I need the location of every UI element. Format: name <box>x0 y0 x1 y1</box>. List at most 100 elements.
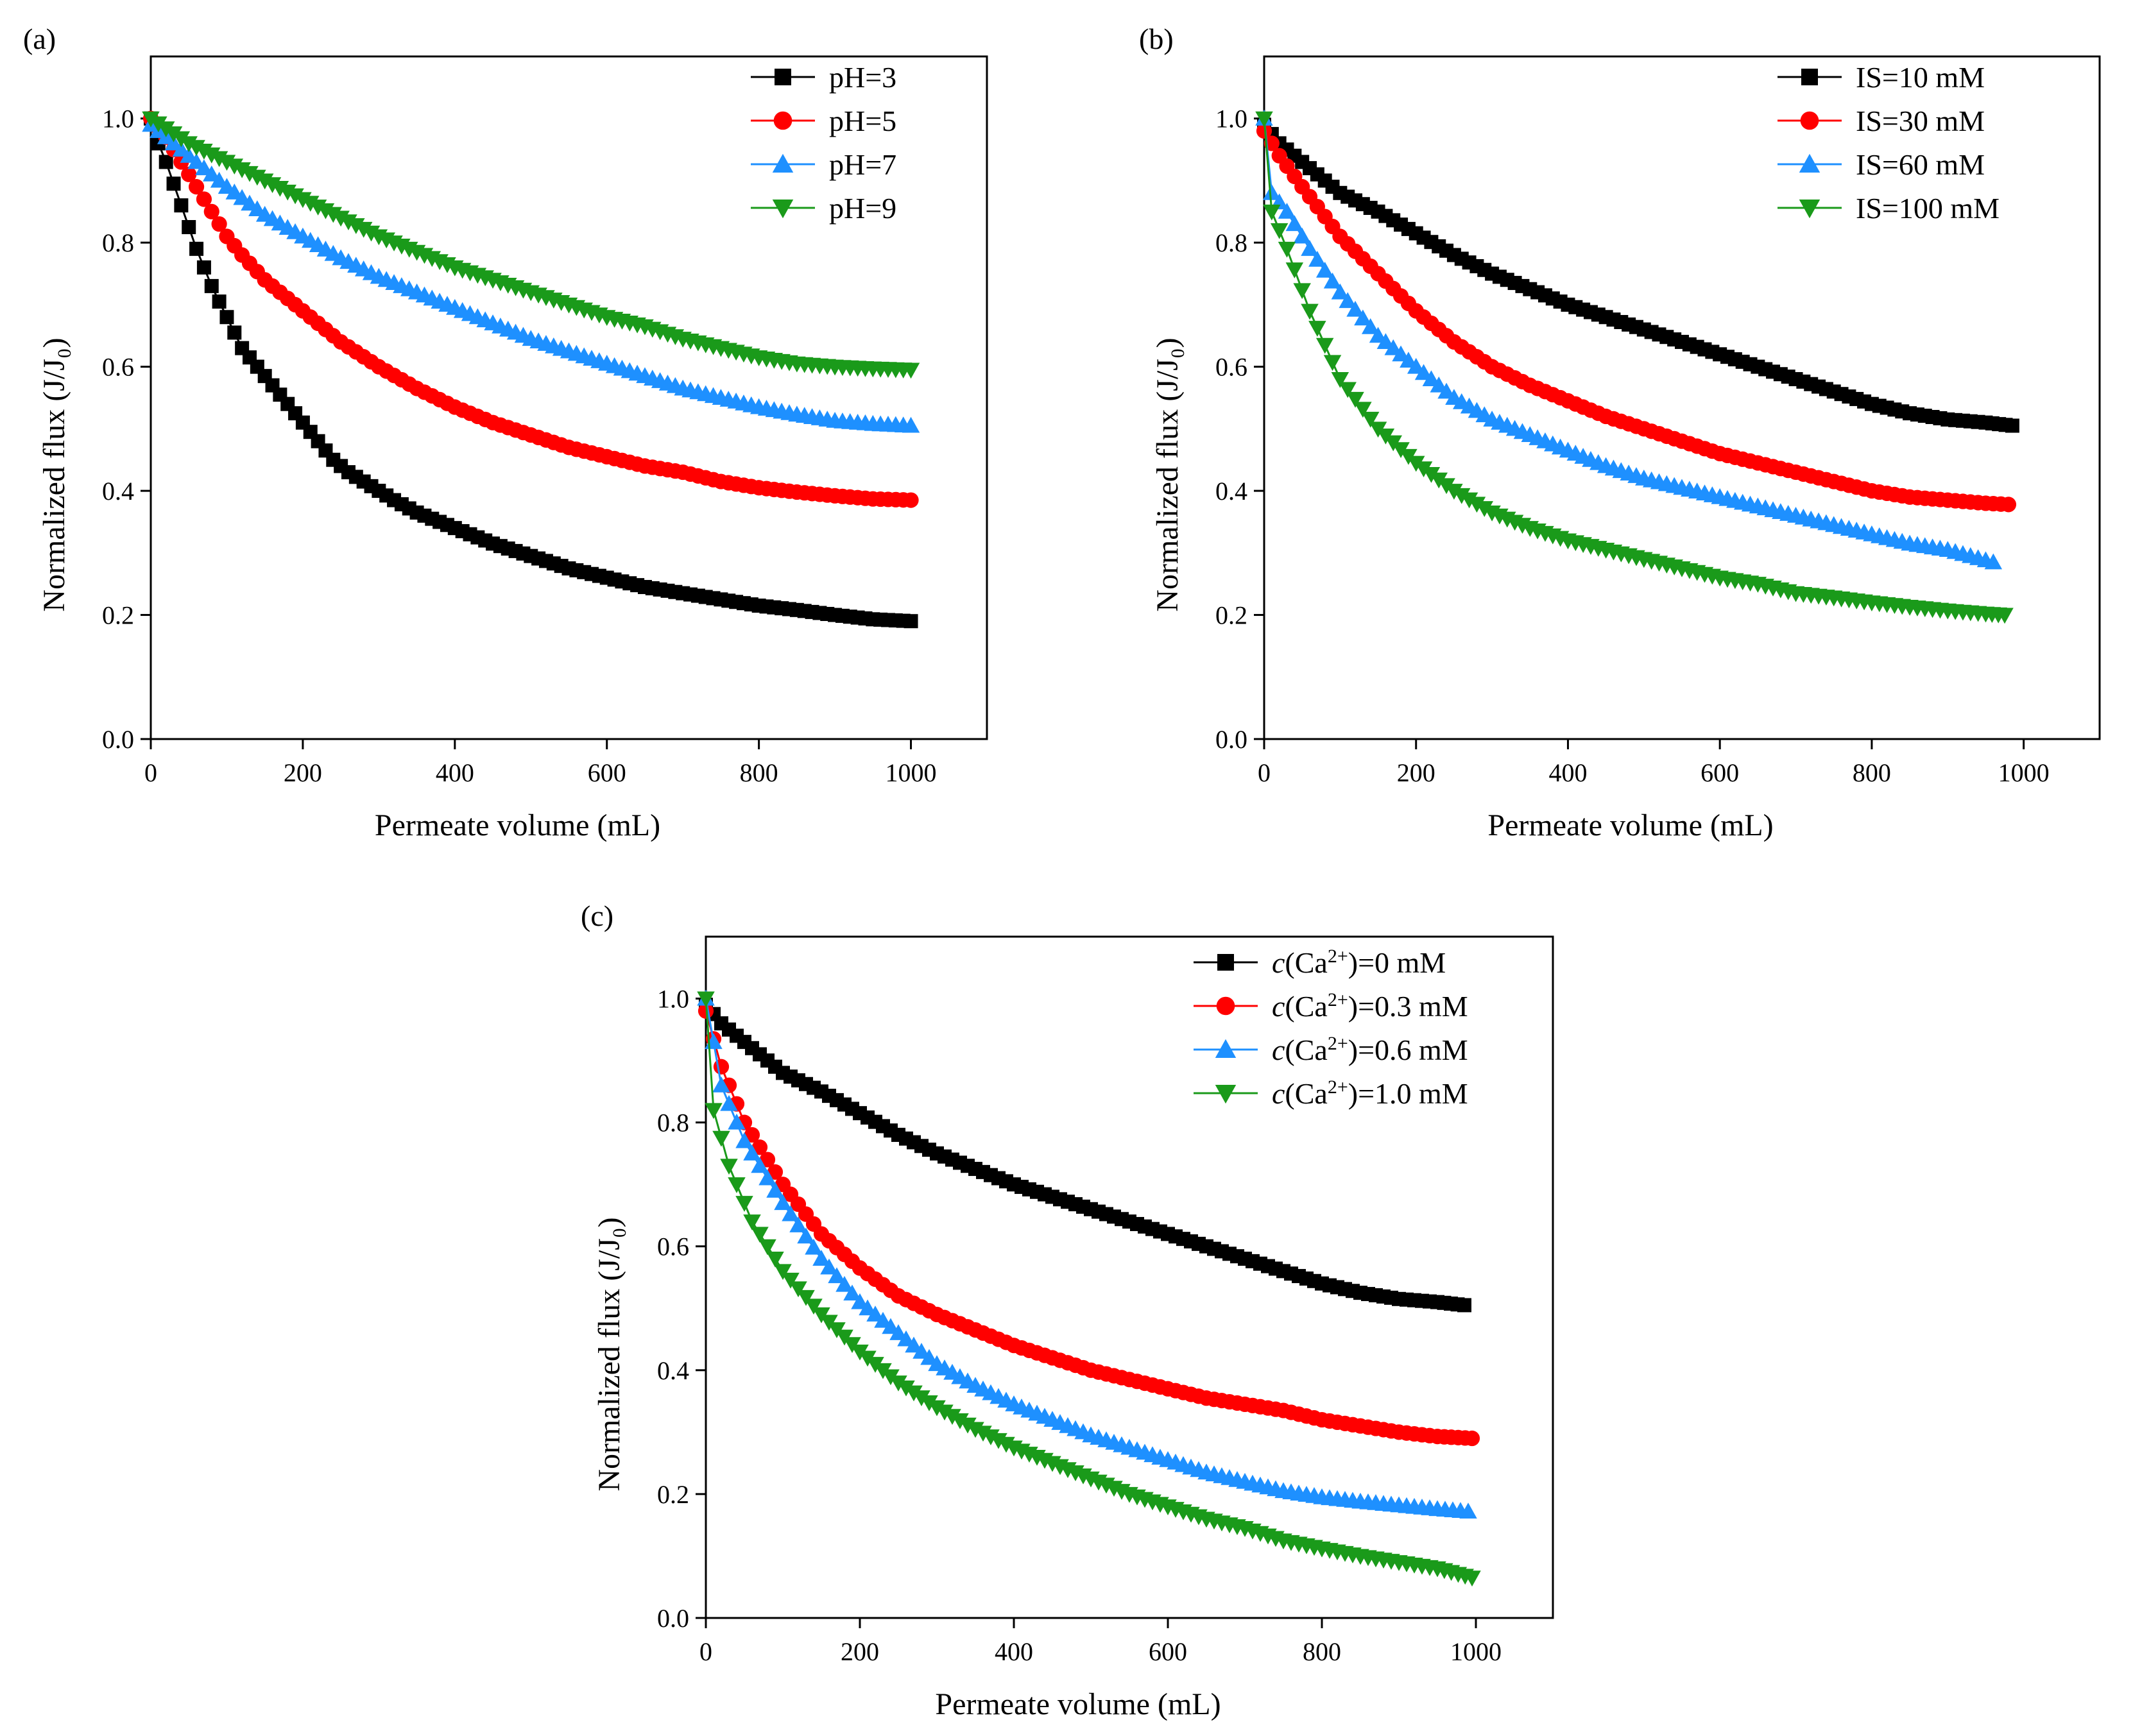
data-point <box>1369 327 1387 343</box>
legend-label: pH=5 <box>829 105 896 137</box>
y-tick-label: 0.6 <box>102 353 134 382</box>
data-point <box>1339 382 1357 398</box>
data-point <box>904 614 918 629</box>
data-point <box>1468 497 1486 513</box>
data-point <box>912 1390 930 1407</box>
series-3 <box>697 991 1481 1587</box>
legend-marker <box>773 111 792 130</box>
data-point <box>1384 339 1402 355</box>
data-point <box>180 147 198 163</box>
panel-a: (a) 0 200 400 600 800 1000 0.0 0.2 0.4 0.6 0.8 1.0 Pe… <box>23 22 988 842</box>
data-point <box>789 1216 807 1232</box>
data-point <box>203 166 221 182</box>
x-tick-label: 400 <box>436 758 474 787</box>
y-tick-label: 0.6 <box>657 1232 689 1261</box>
plot-frame <box>150 55 988 740</box>
data-point <box>1293 283 1311 300</box>
y-tick-label: 1.0 <box>1215 105 1247 133</box>
data-point <box>743 1214 761 1230</box>
data-point <box>1278 241 1296 258</box>
legend-marker <box>1800 111 1819 130</box>
legend-marker <box>1215 1039 1237 1058</box>
data-point <box>697 991 715 1008</box>
data-point <box>905 1385 923 1402</box>
series-3 <box>1255 111 2014 624</box>
data-point <box>182 220 196 234</box>
data-point <box>866 1306 884 1322</box>
y-tick-label: 0.6 <box>1215 353 1247 382</box>
data-point <box>766 1182 784 1198</box>
x-axis-title: Permeate volume (mL) <box>935 1687 1221 1721</box>
data-point <box>928 1400 946 1417</box>
data-point <box>212 294 227 309</box>
plot-frame <box>1263 55 2101 740</box>
data-point <box>1996 608 2014 624</box>
data-point <box>897 1380 915 1397</box>
data-point <box>751 1157 769 1173</box>
data-point <box>1414 364 1433 380</box>
series-3 <box>142 111 920 379</box>
y-axis-title: Normalized flux (J/J₀) <box>37 337 71 611</box>
data-point <box>758 1169 776 1186</box>
data-point <box>1346 391 1364 408</box>
data-point <box>157 121 175 137</box>
legend-marker <box>1799 200 1820 219</box>
data-point <box>2005 418 2019 433</box>
x-tick-label: 600 <box>1700 758 1739 787</box>
data-point <box>166 176 181 191</box>
series-0 <box>1257 117 2019 433</box>
series-0 <box>144 111 918 629</box>
data-point <box>920 1395 938 1411</box>
data-point <box>797 1289 815 1306</box>
data-point <box>158 155 173 169</box>
series-2 <box>1255 109 2003 570</box>
data-point <box>1361 318 1380 334</box>
data-point <box>1430 376 1448 393</box>
y-axis-title: Normalized flux (J/J₀) <box>1151 337 1185 611</box>
data-point <box>1315 337 1334 354</box>
data-point <box>728 1177 746 1193</box>
data-point <box>951 1413 969 1429</box>
data-point <box>843 1284 861 1301</box>
data-point <box>1361 411 1380 428</box>
data-point <box>902 362 920 379</box>
series-2 <box>697 989 1477 1519</box>
x-tick-label: 1000 <box>1998 758 2050 787</box>
data-point <box>174 198 189 213</box>
data-point <box>1459 1502 1477 1519</box>
data-point <box>1457 1298 1471 1313</box>
data-point <box>1437 382 1455 399</box>
data-point <box>1354 309 1372 326</box>
data-point <box>1285 262 1304 278</box>
data-point <box>1452 488 1471 504</box>
legend-label: c(Ca2+)=1.0 mM <box>1272 1076 1468 1111</box>
data-point <box>712 1130 730 1147</box>
data-point <box>874 1311 892 1328</box>
data-point <box>1285 215 1304 232</box>
x-axis-title: Permeate volume (mL) <box>1487 808 1773 842</box>
y-tick-label: 0.4 <box>657 1356 689 1385</box>
data-point <box>196 260 211 275</box>
legend-marker <box>1217 954 1234 971</box>
data-point <box>812 1250 830 1266</box>
data-point <box>189 241 204 256</box>
x-tick-label: 0 <box>699 1637 712 1666</box>
data-point <box>728 1113 746 1130</box>
y-tick-label: 0.8 <box>1215 228 1247 257</box>
data-point <box>164 134 183 151</box>
data-point <box>902 416 920 433</box>
legend-marker <box>1801 69 1818 85</box>
data-point <box>1475 501 1494 517</box>
y-tick-label: 0.2 <box>1215 601 1247 630</box>
legend-label: c(Ca2+)=0 mM <box>1272 946 1446 980</box>
legend-label: IS=30 mM <box>1856 105 1985 137</box>
data-point <box>210 171 228 188</box>
data-point <box>1331 283 1349 300</box>
data-point <box>1263 204 1281 221</box>
y-tick-label: 0.4 <box>102 477 134 506</box>
data-point <box>758 1239 776 1255</box>
data-point <box>936 1404 954 1421</box>
data-point <box>1407 455 1425 472</box>
series-line <box>1263 130 2009 506</box>
